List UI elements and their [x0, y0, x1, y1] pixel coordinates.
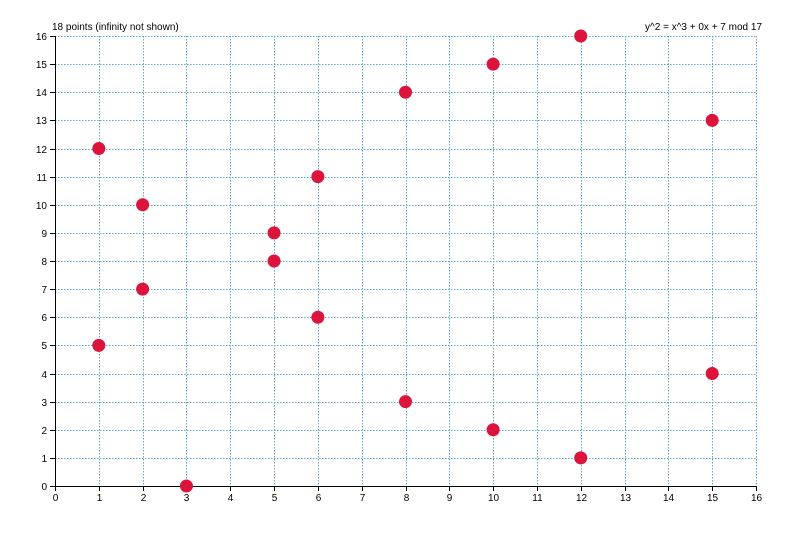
y-tick-label: 0 [41, 482, 47, 493]
data-point [267, 226, 281, 240]
points-count-label: 18 points (infinity not shown) [52, 22, 179, 33]
data-point [92, 338, 106, 352]
data-point [399, 85, 412, 99]
y-tick-label: 1 [41, 454, 47, 465]
x-tick-label: 5 [272, 493, 278, 504]
y-tick-label: 2 [41, 426, 47, 437]
ticks: 0 1 2 3 4 5 6 7 8 9 10 11 12 13 14 15 160123456789101112… [36, 32, 763, 504]
x-tick-label: 15 [707, 493, 719, 504]
data-point [179, 479, 193, 493]
x-tick-label: 3 [184, 493, 190, 504]
axes [55, 36, 757, 487]
data-point [311, 310, 325, 324]
x-tick-label: 12 [576, 493, 588, 504]
x-tick-label: 11 [532, 493, 543, 504]
grid-lines [55, 36, 757, 486]
data-points [92, 29, 719, 493]
y-tick-label: 6 [41, 313, 47, 324]
x-tick-label: 10 [488, 493, 500, 504]
x-tick-label: 8 [404, 493, 410, 504]
x-tick-label: 6 [316, 493, 322, 504]
data-point [136, 282, 150, 296]
y-tick-label: 14 [36, 88, 48, 99]
data-point [705, 113, 719, 127]
x-tick-label: 4 [228, 493, 234, 504]
y-tick-label: 5 [41, 341, 47, 352]
x-tick-label: 7 [360, 493, 366, 504]
data-point [311, 170, 325, 184]
y-tick-label: 7 [41, 285, 47, 296]
data-point [574, 451, 588, 465]
x-tick-label: 2 [141, 493, 147, 504]
x-tick-label: 14 [663, 493, 675, 504]
x-tick-label: 1 [97, 493, 103, 504]
data-point [705, 367, 719, 380]
y-tick-label: 15 [36, 60, 48, 71]
data-point [486, 423, 500, 437]
y-tick-label: 9 [41, 229, 47, 240]
data-point [574, 29, 588, 43]
y-tick-label: 13 [36, 116, 48, 127]
data-point [267, 254, 281, 268]
y-tick-label: 4 [41, 370, 47, 381]
y-tick-label: 10 [36, 201, 48, 212]
y-tick-label: 11 [37, 173, 48, 184]
data-point [92, 142, 106, 155]
y-tick-label: 12 [36, 145, 48, 156]
x-tick-label: 9 [447, 493, 453, 504]
x-tick-label: 0 [53, 493, 59, 504]
x-tick-label: 16 [751, 493, 763, 504]
x-tick-label: 13 [620, 493, 632, 504]
equation-label: y^2 = x^3 + 0x + 7 mod 17 [645, 22, 762, 33]
data-point [136, 198, 150, 212]
data-point [486, 57, 500, 71]
y-tick-label: 16 [36, 32, 48, 43]
data-point [399, 395, 412, 409]
y-tick-label: 3 [41, 398, 47, 409]
y-tick-label: 8 [41, 257, 47, 268]
